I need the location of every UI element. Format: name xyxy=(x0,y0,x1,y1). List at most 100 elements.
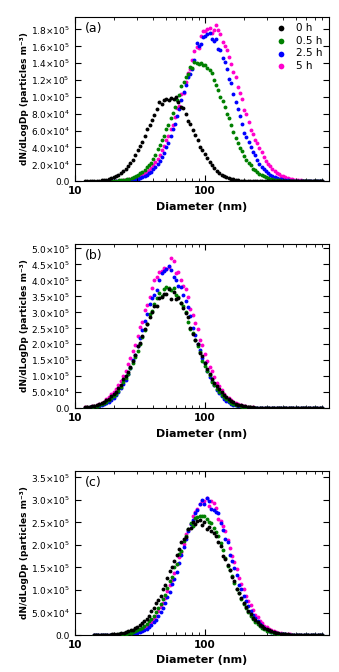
Point xyxy=(283,175,288,185)
Point xyxy=(158,598,163,609)
Point xyxy=(292,630,297,640)
Point xyxy=(112,176,117,187)
Point xyxy=(227,542,233,553)
Point xyxy=(161,130,167,141)
Point xyxy=(111,391,116,402)
Point xyxy=(98,630,103,640)
Point xyxy=(137,333,143,343)
Point xyxy=(187,63,193,74)
Point xyxy=(226,397,232,408)
Point xyxy=(151,610,156,621)
Point xyxy=(179,95,184,106)
Point xyxy=(315,403,320,413)
Point xyxy=(147,292,152,302)
Point xyxy=(228,396,234,407)
Point xyxy=(248,605,253,616)
Point xyxy=(267,403,272,413)
Point xyxy=(272,165,277,176)
Point xyxy=(283,403,289,413)
Point xyxy=(303,403,308,413)
Point xyxy=(100,630,105,640)
Point xyxy=(162,580,168,591)
Point xyxy=(195,323,200,334)
Point xyxy=(276,628,281,639)
Point xyxy=(300,176,305,187)
Point xyxy=(204,523,210,534)
Point xyxy=(183,533,189,544)
Point xyxy=(190,63,195,74)
Point xyxy=(200,339,205,350)
Point xyxy=(121,629,126,640)
Point xyxy=(226,74,232,85)
Point xyxy=(123,629,128,640)
Point xyxy=(209,373,215,384)
Point xyxy=(154,301,160,312)
Point xyxy=(260,176,265,187)
Point xyxy=(206,501,212,511)
Point xyxy=(177,103,182,114)
Point xyxy=(178,297,183,308)
Point xyxy=(106,396,112,407)
Point xyxy=(298,176,303,187)
Point xyxy=(228,58,234,69)
Point xyxy=(224,395,229,406)
Point xyxy=(283,403,289,413)
Point xyxy=(128,353,133,364)
Point xyxy=(310,403,315,413)
Point xyxy=(311,175,316,186)
Point xyxy=(243,401,248,412)
Point xyxy=(237,110,243,121)
Point xyxy=(250,610,256,620)
Point xyxy=(245,607,251,618)
Point xyxy=(207,65,212,75)
Point xyxy=(159,290,164,301)
Point xyxy=(285,629,290,640)
Point xyxy=(283,175,288,186)
Point xyxy=(306,176,312,187)
Point xyxy=(200,59,206,70)
Point xyxy=(198,30,204,41)
Point xyxy=(193,335,198,345)
Point xyxy=(235,81,240,92)
Point xyxy=(301,630,306,640)
Point xyxy=(144,166,149,177)
Point xyxy=(255,155,260,165)
Point xyxy=(135,627,140,638)
Point xyxy=(96,630,101,640)
Point xyxy=(102,630,108,640)
Point xyxy=(166,130,171,141)
Point xyxy=(279,176,284,187)
Point xyxy=(303,176,308,187)
Point xyxy=(155,159,160,169)
Point xyxy=(161,265,167,276)
Point xyxy=(222,552,228,563)
Point xyxy=(87,175,93,186)
Point xyxy=(308,630,313,640)
Point xyxy=(293,403,299,413)
Point xyxy=(137,321,143,332)
Point xyxy=(211,523,216,534)
Point xyxy=(222,533,228,544)
Point xyxy=(170,108,176,118)
Point xyxy=(319,630,325,640)
Point xyxy=(113,388,119,399)
Point xyxy=(285,173,290,183)
Point xyxy=(142,615,147,626)
Point xyxy=(205,24,210,35)
Point xyxy=(240,401,246,412)
Point xyxy=(255,403,260,413)
Point xyxy=(211,75,217,85)
Point xyxy=(171,255,176,266)
Point xyxy=(202,358,207,368)
Point xyxy=(190,514,196,525)
Point xyxy=(167,575,173,586)
Point xyxy=(315,403,320,413)
Point xyxy=(157,150,162,161)
Point xyxy=(142,168,147,179)
X-axis label: Diameter (nm): Diameter (nm) xyxy=(156,202,247,212)
Point xyxy=(153,598,159,609)
Point xyxy=(147,312,152,323)
Point xyxy=(202,496,207,507)
Point xyxy=(107,176,113,187)
Point xyxy=(317,176,323,187)
